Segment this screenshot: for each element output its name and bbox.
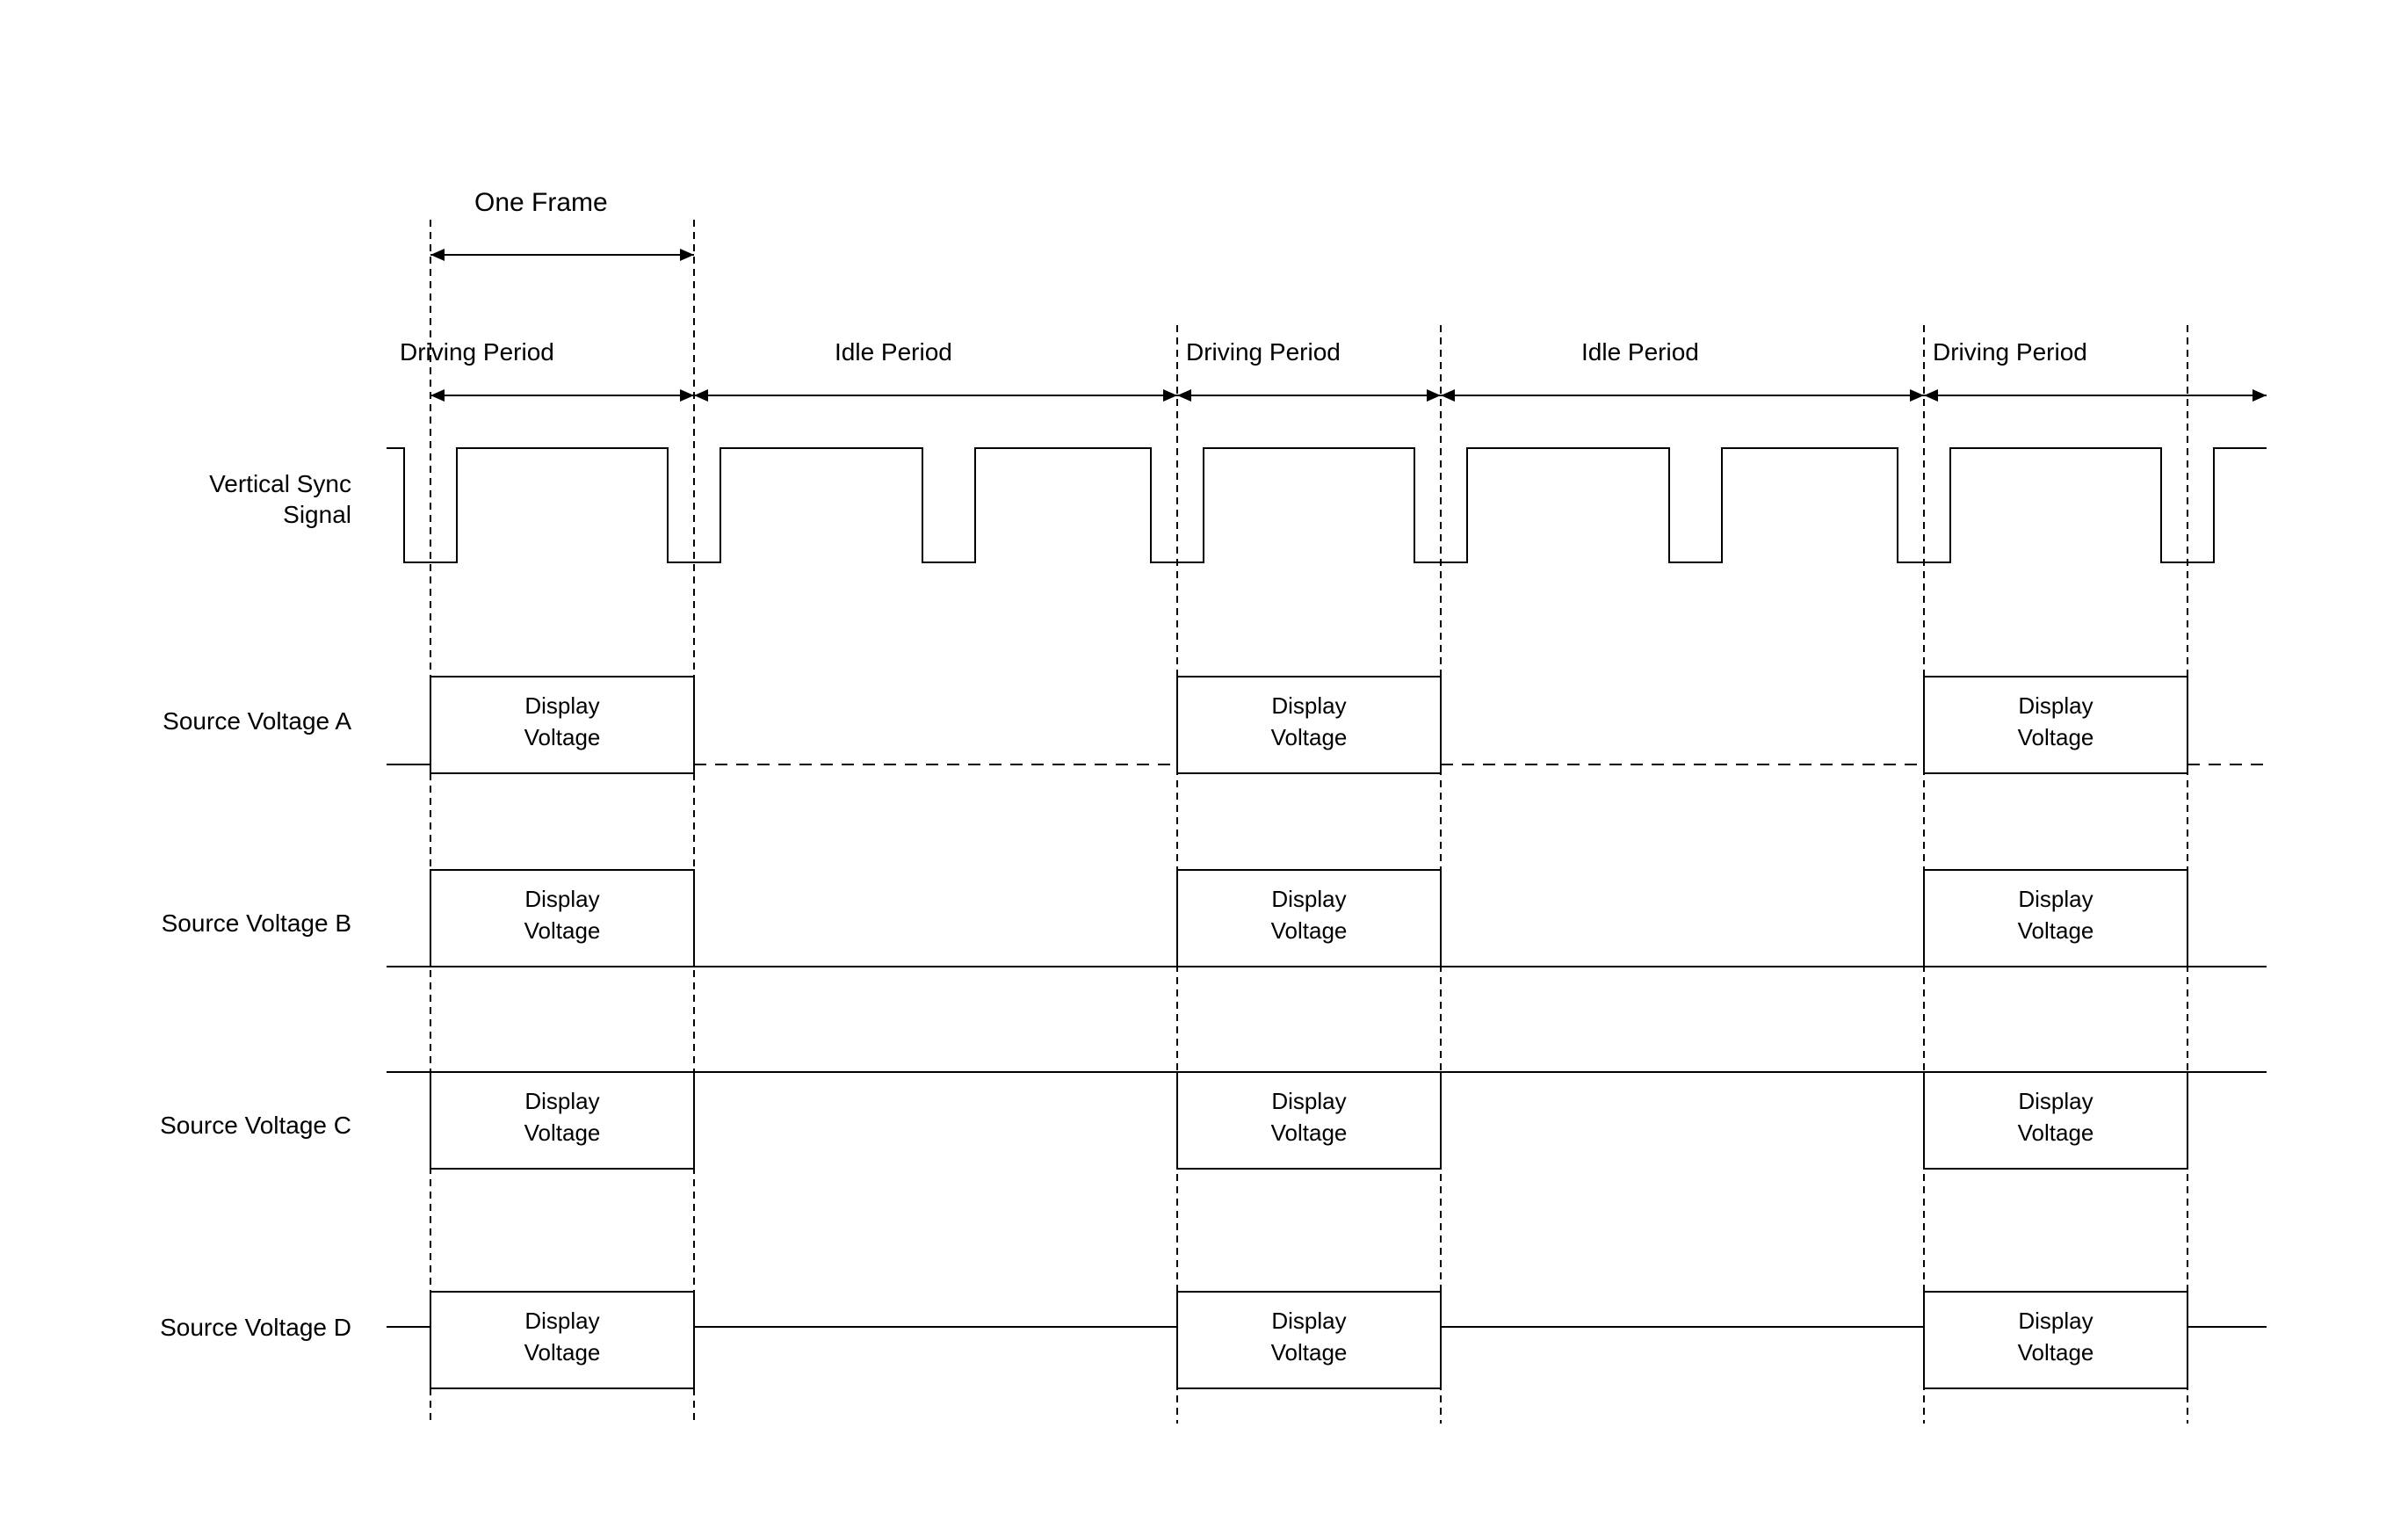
display-voltage-text-1: Display — [524, 1308, 599, 1334]
display-voltage-text-2: Voltage — [1271, 724, 1348, 750]
display-voltage-text-1: Display — [524, 1088, 599, 1114]
vsync-label-1: Vertical Sync — [209, 470, 351, 497]
one-frame-arrow — [430, 249, 694, 261]
period-arrows — [430, 389, 2267, 402]
display-voltage-text-2: Voltage — [2018, 1119, 2094, 1146]
src-a-label: Source Voltage A — [163, 707, 351, 735]
display-voltage-text-2: Voltage — [1271, 1119, 1348, 1146]
display-voltage-text-2: Voltage — [2018, 724, 2094, 750]
display-voltage-text-1: Display — [1271, 886, 1346, 912]
src-b-label: Source Voltage B — [162, 909, 351, 937]
display-voltage-text-2: Voltage — [2018, 917, 2094, 944]
display-voltage-text-2: Voltage — [524, 724, 601, 750]
label-driving-period-3: Driving Period — [1933, 338, 2087, 366]
display-voltage-text-1: Display — [2018, 1308, 2093, 1334]
display-voltage-text-2: Voltage — [524, 917, 601, 944]
vsync-row: Vertical Sync Signal — [209, 448, 2267, 562]
display-voltage-text-2: Voltage — [524, 1119, 601, 1146]
display-voltage-text-1: Display — [1271, 1088, 1346, 1114]
label-one-frame: One Frame — [474, 188, 608, 217]
vertical-guides — [430, 220, 2187, 1424]
label-driving-period-1: Driving Period — [400, 338, 554, 366]
src-c-label: Source Voltage C — [160, 1112, 351, 1139]
display-voltage-text-1: Display — [2018, 692, 2093, 719]
vsync-label-2: Signal — [283, 501, 351, 528]
label-driving-period-2: Driving Period — [1186, 338, 1341, 366]
display-voltage-text-1: Display — [2018, 1088, 2093, 1114]
display-voltage-text-1: Display — [524, 692, 599, 719]
display-voltage-text-1: Display — [2018, 886, 2093, 912]
display-voltage-text-2: Voltage — [524, 1339, 601, 1366]
src-d-label: Source Voltage D — [160, 1314, 351, 1341]
label-idle-period-1: Idle Period — [835, 338, 952, 366]
display-voltage-text-1: Display — [524, 886, 599, 912]
display-voltage-text-2: Voltage — [2018, 1339, 2094, 1366]
label-idle-period-2: Idle Period — [1581, 338, 1699, 366]
display-voltage-text-2: Voltage — [1271, 1339, 1348, 1366]
display-voltage-text-2: Voltage — [1271, 917, 1348, 944]
display-voltage-text-1: Display — [1271, 1308, 1346, 1334]
display-voltage-text-1: Display — [1271, 692, 1346, 719]
